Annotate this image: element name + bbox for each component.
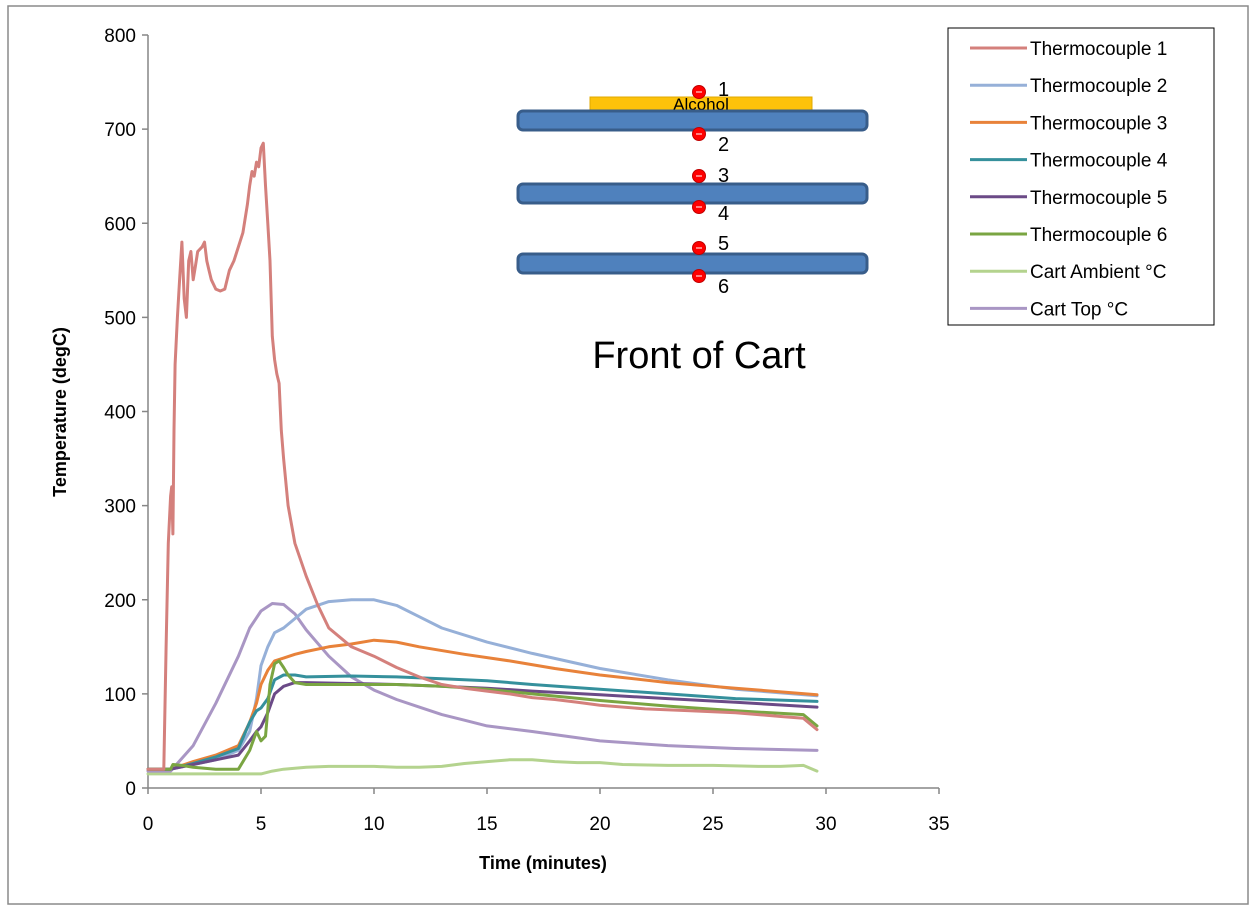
x-tick-label: 20 xyxy=(589,814,610,835)
point-label-1: 1 xyxy=(718,79,729,101)
legend-label-thermocouple-1: Thermocouple 1 xyxy=(1030,39,1167,60)
y-tick-label: 100 xyxy=(104,685,136,706)
y-tick-label: 800 xyxy=(104,26,136,47)
cart-shelf-top xyxy=(516,109,869,132)
thermocouple-marker-2 xyxy=(692,127,706,141)
legend-label-cart-ambient-c: Cart Ambient °C xyxy=(1030,262,1166,283)
y-tick-label: 400 xyxy=(104,403,136,424)
series-line-thermocouple-1 xyxy=(146,141,819,771)
legend-label-thermocouple-2: Thermocouple 2 xyxy=(1030,76,1167,97)
x-tick-label: 15 xyxy=(476,814,497,835)
y-axis-title: Temperature (degC) xyxy=(50,327,70,497)
x-tick-label: 25 xyxy=(702,814,723,835)
diagram-title: Front of Cart xyxy=(592,335,806,377)
point-label-2: 2 xyxy=(718,134,729,156)
cart-shelf-middle xyxy=(516,182,869,205)
x-tick-label: 5 xyxy=(256,814,267,835)
y-tick-label: 300 xyxy=(104,497,136,518)
cart-diagram: Alcohol 1 2 3 4 5 6 Front of Cart xyxy=(516,79,869,377)
y-tick-label: 600 xyxy=(104,214,136,235)
fuel-label: Alcohol xyxy=(673,95,729,114)
point-label-4: 4 xyxy=(718,203,729,225)
thermocouple-marker-3 xyxy=(692,169,706,183)
x-tick-label: 35 xyxy=(928,814,949,835)
legend-label-cart-top-c: Cart Top °C xyxy=(1030,299,1128,320)
cart-shelf-bottom xyxy=(516,252,869,275)
legend: Thermocouple 1 Thermocouple 2 Thermocouple… xyxy=(947,27,1215,326)
legend-label-thermocouple-3: Thermocouple 3 xyxy=(1030,113,1167,134)
series-line-thermocouple-2 xyxy=(146,598,819,771)
y-tick-label: 0 xyxy=(125,779,136,800)
thermocouple-marker-6 xyxy=(692,269,706,283)
legend-box xyxy=(947,27,1215,326)
x-tick-label: 30 xyxy=(815,814,836,835)
x-tick-label: 0 xyxy=(143,814,154,835)
series-line-thermocouple-5 xyxy=(146,681,819,771)
series-line-cart-top-c xyxy=(146,602,819,773)
series-line-cart-ambient-c xyxy=(146,758,819,776)
point-label-5: 5 xyxy=(718,233,729,255)
legend-label-thermocouple-6: Thermocouple 6 xyxy=(1030,225,1167,246)
x-tick-label: 10 xyxy=(363,814,384,835)
legend-label-thermocouple-4: Thermocouple 4 xyxy=(1030,151,1168,172)
thermocouple-marker-1 xyxy=(692,85,706,99)
point-label-3: 3 xyxy=(718,165,729,187)
y-tick-label: 500 xyxy=(104,308,136,329)
series-line-thermocouple-6 xyxy=(146,659,819,771)
y-tick-label: 700 xyxy=(104,120,136,141)
y-tick-label: 200 xyxy=(104,591,136,612)
point-label-6: 6 xyxy=(718,276,729,298)
x-axis-title: Time (minutes) xyxy=(479,853,607,873)
legend-label-thermocouple-5: Thermocouple 5 xyxy=(1030,188,1167,209)
thermocouple-marker-4 xyxy=(692,200,706,214)
thermocouple-marker-5 xyxy=(692,241,706,255)
